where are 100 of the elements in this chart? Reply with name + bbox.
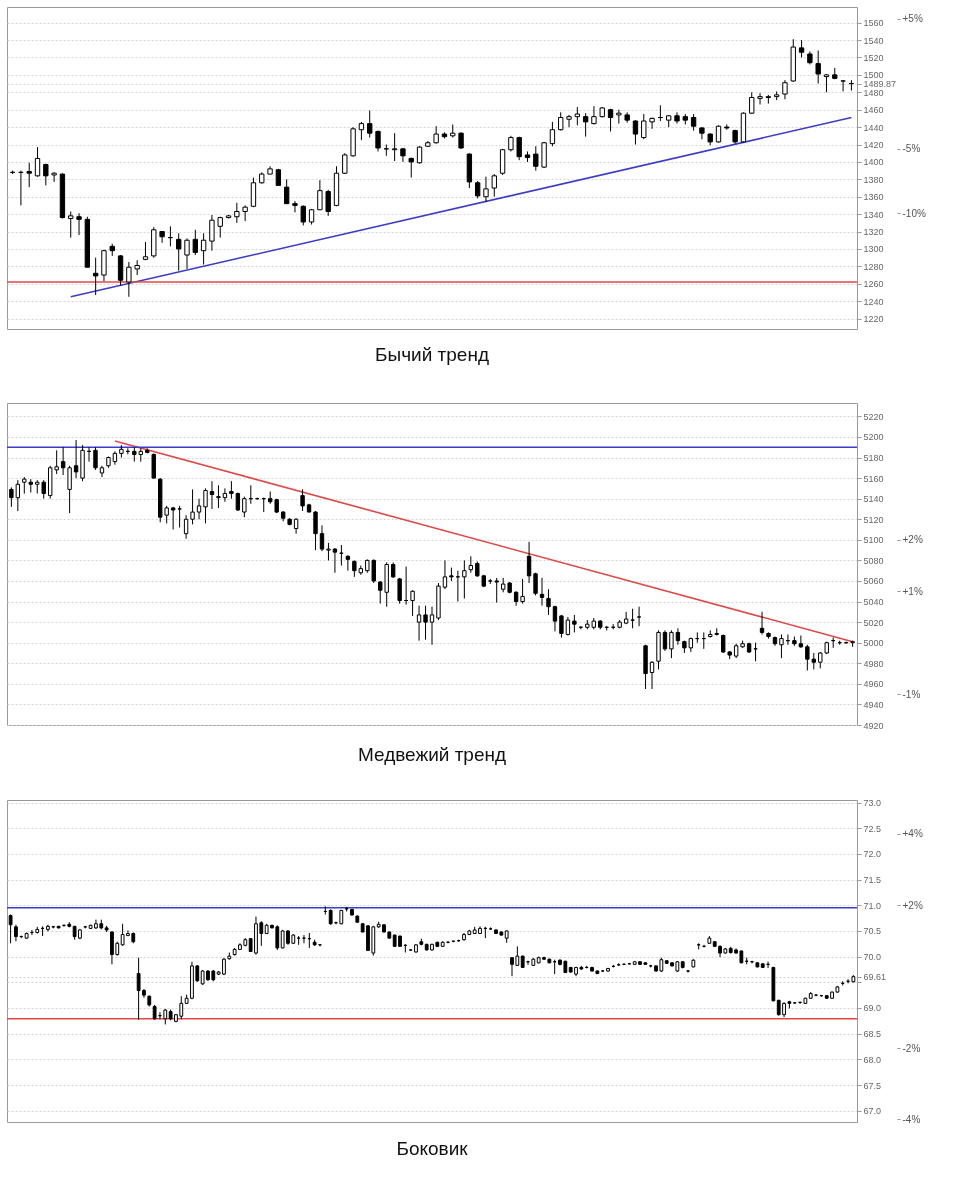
y-tick-label: 5140	[863, 494, 884, 505]
candlestick	[798, 635, 804, 649]
candlestick	[200, 232, 207, 266]
candlestick	[429, 606, 435, 646]
candlestick	[209, 214, 215, 252]
candlestick	[325, 189, 331, 217]
candlestick	[76, 212, 82, 236]
candlestick	[126, 261, 132, 298]
y-tick-label: 5040	[863, 597, 884, 608]
text: Бычий тренд	[375, 343, 489, 365]
candlestick	[358, 121, 365, 141]
y2-tick-label: +2%	[902, 899, 923, 911]
candlestick	[183, 514, 189, 540]
y2-tick-label: -4%	[902, 1114, 921, 1125]
y-tick-label: 1489.87	[863, 79, 897, 90]
candlestick	[51, 171, 57, 183]
candlestick	[491, 173, 497, 198]
candlestick	[300, 488, 305, 512]
candlestick	[68, 211, 74, 239]
candlestick	[520, 578, 525, 605]
candlestick	[494, 577, 499, 604]
candlestick	[616, 109, 622, 125]
y-tick-label: 1480	[863, 87, 884, 98]
y-tick-label: 4980	[863, 658, 884, 669]
candlestick	[60, 446, 66, 476]
y-tick-label: 5200	[863, 432, 884, 443]
candlestick	[526, 541, 532, 584]
y-tick-label: 1340	[863, 209, 884, 220]
candlestick	[317, 179, 323, 211]
candlestick	[582, 112, 589, 138]
candlestick	[623, 611, 629, 625]
y-tick-label: 70.0	[863, 952, 882, 963]
candlestick	[26, 162, 32, 188]
y-tick-label: 1440	[863, 122, 884, 133]
candlestick	[184, 237, 190, 270]
candlestick	[242, 204, 248, 222]
y-tick-label: 1540	[863, 35, 884, 46]
y-tick-label: 5160	[863, 473, 884, 484]
candlestick	[367, 110, 373, 139]
y2-tick-label: -1%	[902, 688, 921, 700]
y-tick-label: 1280	[863, 261, 884, 272]
candlestick	[662, 629, 668, 652]
candlestick	[67, 465, 72, 514]
y-tick-label: 1240	[863, 296, 884, 307]
candlestick	[250, 177, 257, 208]
candlestick	[499, 148, 506, 176]
y-tick-label: 5000	[863, 638, 884, 649]
y-tick-label: 67.5	[863, 1080, 882, 1091]
candlestick	[345, 554, 351, 572]
y-tick-label: 72.5	[863, 823, 882, 834]
candlestick	[332, 547, 338, 574]
y-tick-label: 1320	[863, 227, 884, 238]
y-tick-label: 73.0	[863, 798, 882, 809]
y-tick-label: 1360	[863, 192, 884, 203]
y-tick-label: 5020	[863, 617, 884, 628]
candlestick	[779, 633, 784, 659]
candlestick	[283, 178, 290, 205]
y2-tick-label: +1%	[902, 585, 923, 597]
y-tick-label: 71.5	[863, 875, 882, 886]
y-tick-label: 1400	[863, 157, 884, 168]
y-tick-label: 72.0	[863, 849, 882, 860]
candlestick	[391, 132, 398, 162]
candlestick	[632, 119, 639, 145]
candlestick	[455, 570, 461, 603]
candlestick	[546, 588, 551, 616]
candlestick	[669, 629, 674, 659]
y-tick-label: 70.5	[863, 926, 882, 937]
y-tick-label: 69.61	[863, 972, 887, 983]
candlestick	[242, 496, 247, 518]
y-tick-label: 5180	[863, 453, 884, 464]
candlestick	[234, 202, 240, 224]
candlestick	[675, 627, 681, 646]
candlestick	[549, 121, 556, 147]
y-tick-label: 71.0	[863, 900, 882, 911]
y2-tick-label: -10%	[902, 207, 926, 219]
candlestick	[416, 605, 422, 642]
y-tick-label: 1300	[863, 244, 884, 255]
candlestick	[8, 914, 13, 944]
candlestick	[483, 176, 489, 203]
candlestick	[462, 559, 467, 599]
candlestick	[216, 484, 221, 509]
candlestick	[92, 257, 99, 296]
candlestick	[442, 559, 448, 590]
y-tick-label: 4940	[863, 699, 884, 710]
candlestick	[823, 73, 830, 93]
y-tick-label: 67.0	[863, 1106, 882, 1117]
y2-tick-label: -2%	[902, 1042, 921, 1054]
candlestick	[574, 106, 581, 126]
y-tick-label: 1380	[863, 174, 884, 185]
candlestick	[558, 111, 564, 132]
candlestick	[410, 589, 415, 617]
candlestick	[566, 114, 572, 128]
y-tick-label: 68.0	[863, 1054, 882, 1065]
candlestick	[815, 50, 821, 85]
candlestick	[759, 611, 765, 635]
candlestick	[397, 577, 402, 605]
y-tick-label: 1520	[863, 52, 884, 63]
y2-tick-label: -5%	[902, 143, 921, 155]
candlestick	[222, 487, 228, 503]
candlestick	[423, 605, 428, 641]
